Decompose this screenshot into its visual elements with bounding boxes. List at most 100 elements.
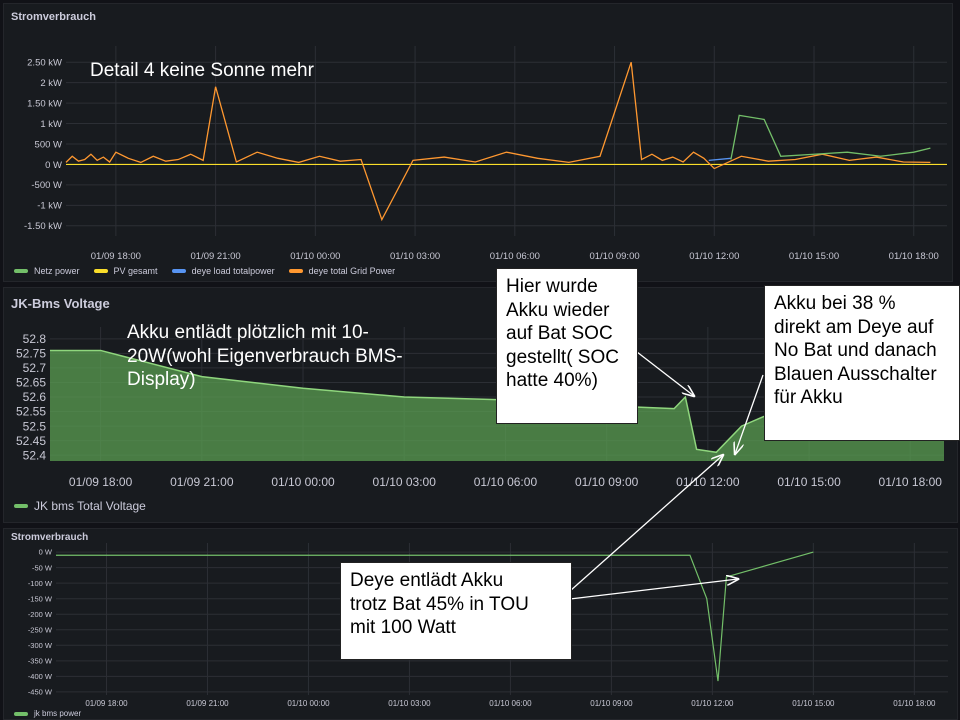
x-tick-label: 01/10 18:00 [879,475,943,489]
annotation-box-akku-38: Akku bei 38 % direkt am Deye auf No Bat … [764,285,960,441]
series-deye-load-totalpower [708,157,731,162]
annotation-line: für Akku [774,387,843,408]
y-tick-label: -1.50 kW [24,221,62,232]
y-tick-label: 52.8 [23,332,47,346]
annotation-middle-text: Akku entlädt plötzlich mit 10- 20W(wohl … [127,321,403,392]
y-tick-label: -1 kW [37,201,62,212]
y-tick-label: 52.65 [16,376,46,390]
x-tick-label: 01/10 12:00 [676,475,740,489]
legend-swatch [93,269,108,273]
legend-label: deye total Grid Power [308,266,396,276]
legend-label: JK bms Total Voltage [34,499,146,513]
chart-legend: jk bms power [14,709,81,718]
chart-legend: JK bms Total Voltage [14,499,146,513]
y-tick-label: -200 W [28,610,53,619]
series-deye-total-grid-power [65,62,931,222]
legend-label: jk bms power [34,709,82,718]
x-tick-label: 01/10 09:00 [575,475,639,489]
y-tick-label: -400 W [28,672,53,681]
x-tick-label: 01/10 00:00 [290,251,340,262]
x-tick-label: 01/10 03:00 [390,251,440,262]
y-tick-label: -250 W [28,625,53,634]
panel-stromverbrauch-top: Stromverbrauch 01/09 18:00 01/09 21:00 01/… [3,3,953,282]
x-tick-label: 01/10 18:00 [893,699,936,708]
annotation-line: Akku entlädt plötzlich mit 10- [127,322,369,343]
series-netz-power [730,114,931,160]
x-tick-label: 01/10 09:00 [589,251,639,262]
annotation-line: auf Bat SOC [506,323,613,344]
annotation-box-soc: Hier wurde Akku wieder auf Bat SOC geste… [496,268,638,424]
legend-swatch [14,269,28,273]
x-tick-label: 01/10 12:00 [689,251,739,262]
x-tick-label: 01/10 00:00 [271,475,335,489]
y-tick-label: 2 kW [40,78,62,89]
x-tick-label: 01/10 06:00 [474,475,538,489]
legend-label: Netz power [34,266,80,276]
x-tick-label: 01/09 18:00 [85,699,128,708]
legend-swatch [288,269,303,273]
legend-item[interactable]: JK bms Total Voltage [14,499,146,513]
y-tick-label: 500 W [35,139,62,150]
y-tick-label: 52.5 [23,419,47,433]
x-tick-label: 01/09 18:00 [69,475,133,489]
x-tick-label: 01/10 15:00 [777,475,841,489]
y-tick-label: -300 W [28,641,53,650]
y-tick-label: -50 W [32,563,53,572]
y-tick-label: 0 W [39,548,53,557]
x-tick-label: 01/09 21:00 [191,251,241,262]
legend-label: PV gesamt [113,266,158,276]
y-tick-label: -100 W [28,579,53,588]
annotation-line: trotz Bat 45% in TOU [350,593,529,615]
power-chart: 01/09 18:00 01/09 21:00 01/10 00:00 01/10 0… [24,46,947,262]
x-tick-label: 01/09 21:00 [170,475,234,489]
legend-swatch [171,269,186,273]
annotation-line: Akku wieder [506,299,610,321]
x-tick-label: 01/10 09:00 [590,699,633,708]
legend-swatch [14,504,28,508]
y-tick-label: 52.45 [16,434,46,448]
annotation-line: Akku bei 38 % [774,293,896,314]
x-tick-label: 01/10 15:00 [792,699,835,708]
x-tick-label: 01/10 00:00 [287,699,330,708]
x-tick-label: 01/10 06:00 [490,251,540,262]
legend-swatch [14,711,28,716]
x-tick-label: 01/10 06:00 [489,699,532,708]
y-tick-label: 52.6 [23,390,47,404]
annotation-top-text: Detail 4 keine Sonne mehr [90,60,314,81]
y-tick-label: -450 W [28,688,53,697]
legend-item[interactable]: Netz power [14,266,80,276]
x-tick-label: 01/09 18:00 [91,251,141,262]
y-tick-label: -500 W [31,180,62,191]
legend-item[interactable]: jk bms power [14,709,81,718]
y-tick-label: 1 kW [40,119,62,130]
x-tick-label: 01/09 21:00 [186,699,229,708]
y-tick-label: 2.50 kW [27,58,62,69]
panel-title: Stromverbrauch [11,532,89,543]
x-tick-label: 01/10 15:00 [789,251,839,262]
annotation-line: Deye entlädt Akku [350,570,504,591]
legend-item[interactable]: deye total Grid Power [288,266,396,276]
annotation-line: 20W(wohl Eigenverbrauch BMS- [127,345,403,367]
panel-title: JK-Bms Voltage [11,296,110,311]
x-tick-label: 01/10 18:00 [889,251,939,262]
annotation-line: mit 100 Watt [350,617,456,638]
annotation-line: Display) [127,369,196,390]
annotation-line: Hier wurde [506,276,598,297]
y-tick-label: 52.75 [16,347,46,361]
annotation-line: hatte 40%) [506,370,598,391]
annotation-line: No Bat und danach [774,340,937,361]
annotation-box-deye: Deye entlädt Akku trotz Bat 45% in TOU m… [340,562,572,660]
legend-label: deye load totalpower [191,266,275,276]
y-tick-label: 52.4 [23,448,47,462]
x-tick-label: 01/10 03:00 [373,475,437,489]
x-tick-label: 01/10 03:00 [388,699,431,708]
legend-item[interactable]: deye load totalpower [171,266,275,276]
y-tick-label: -350 W [28,656,53,665]
y-tick-label: 52.7 [23,361,47,375]
annotation-line: direkt am Deye auf [774,316,934,338]
annotation-line: gestellt( SOC [506,346,619,368]
chart-legend: Netz power PV gesamt deye load totalpower d… [14,266,395,276]
y-tick-label: 1.50 kW [27,98,62,109]
y-tick-label: 52.55 [16,405,46,419]
legend-item[interactable]: PV gesamt [93,266,158,276]
